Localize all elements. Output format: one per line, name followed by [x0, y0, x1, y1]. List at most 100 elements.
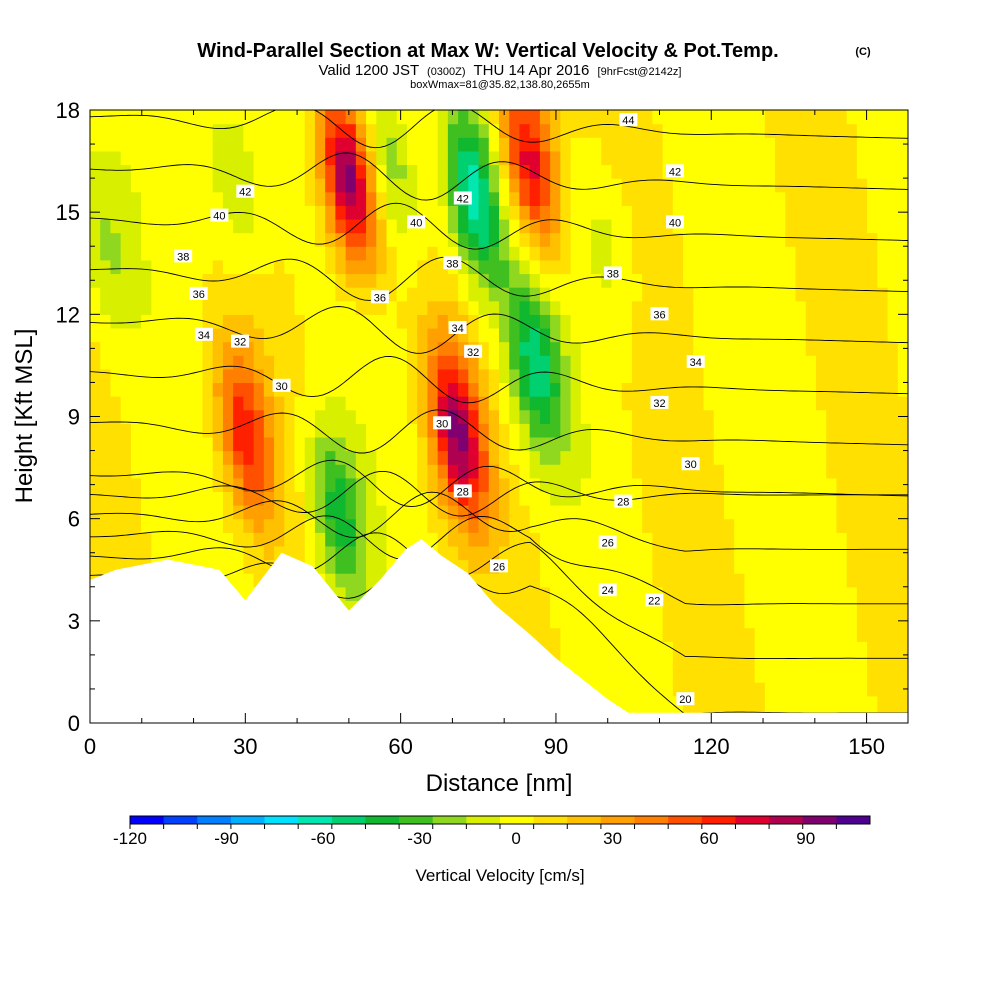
velocity-cell [110, 396, 122, 411]
velocity-cell [529, 232, 541, 247]
velocity-cell [703, 191, 715, 206]
velocity-cell [805, 368, 817, 384]
velocity-cell [539, 259, 551, 275]
velocity-cell [345, 586, 357, 601]
velocity-cell [468, 218, 480, 234]
velocity-cell [519, 545, 531, 561]
velocity-cell [366, 314, 377, 329]
velocity-cell [631, 137, 643, 152]
velocity-cell [877, 654, 889, 670]
velocity-cell [141, 246, 152, 261]
velocity-cell [284, 545, 296, 561]
velocity-cell [836, 123, 848, 138]
velocity-cell [846, 314, 858, 329]
velocity-cell [243, 314, 255, 329]
velocity-cell [642, 382, 653, 397]
velocity-cell [478, 559, 490, 574]
velocity-cell [897, 491, 908, 506]
velocity-cell [417, 436, 429, 452]
contour-label-bg [645, 593, 664, 607]
velocity-cell [897, 545, 908, 561]
velocity-cell [519, 532, 531, 547]
velocity-cell [764, 695, 776, 710]
velocity-cell [120, 382, 132, 397]
velocity-cell [171, 287, 183, 302]
velocity-cell [642, 614, 653, 629]
velocity-cell [110, 218, 122, 234]
velocity-cell [100, 423, 112, 438]
velocity-cell [683, 505, 694, 520]
velocity-cell [867, 668, 878, 683]
velocity-cell [335, 450, 347, 465]
velocity-cell [386, 205, 398, 220]
velocity-cell [171, 259, 183, 275]
velocity-cell [458, 423, 469, 438]
velocity-cell [601, 300, 613, 315]
velocity-cell [785, 614, 797, 629]
velocity-cell [274, 436, 285, 452]
velocity-cell [744, 491, 756, 506]
velocity-cell [100, 450, 112, 465]
velocity-cell [294, 491, 306, 506]
velocity-cell [836, 150, 848, 166]
velocity-cell [734, 627, 746, 642]
velocity-cell [386, 300, 398, 315]
velocity-cell [631, 627, 643, 642]
velocity-cell [601, 137, 613, 152]
velocity-cell [192, 368, 204, 384]
velocity-cell [171, 464, 183, 479]
velocity-cell [284, 368, 296, 384]
velocity-cell [662, 559, 674, 574]
velocity-cell [120, 505, 132, 520]
velocity-cell [795, 273, 807, 288]
x-tick-label: 60 [388, 734, 412, 759]
velocity-cell [713, 436, 725, 452]
velocity-cell [243, 341, 255, 356]
velocity-cell [785, 355, 797, 370]
colorbar-tick-label: -90 [214, 829, 239, 848]
velocity-cell [253, 409, 265, 424]
velocity-cell [836, 368, 848, 384]
velocity-cell [662, 259, 674, 275]
velocity-cell [754, 355, 766, 370]
velocity-cell [815, 396, 827, 411]
velocity-cell [897, 246, 908, 261]
velocity-cell [734, 287, 746, 302]
velocity-cell [775, 110, 786, 125]
velocity-cell [642, 150, 653, 166]
velocity-cell [161, 532, 173, 547]
velocity-cell [478, 532, 490, 547]
velocity-cell [580, 382, 592, 397]
velocity-cell [243, 259, 255, 275]
velocity-cell [304, 518, 316, 533]
velocity-cell [754, 477, 766, 493]
velocity-cell [325, 559, 336, 574]
velocity-cell [499, 382, 510, 397]
velocity-cell [376, 368, 388, 384]
velocity-cell [683, 436, 694, 452]
velocity-cell [345, 259, 357, 275]
velocity-cell [304, 246, 316, 261]
velocity-cell [601, 477, 613, 493]
velocity-cell [355, 409, 367, 424]
velocity-cell [519, 382, 531, 397]
velocity-cell [887, 505, 899, 520]
velocity-cell [233, 259, 244, 275]
velocity-cell [468, 327, 480, 343]
velocity-cell [141, 436, 152, 452]
velocity-cell [815, 409, 827, 424]
velocity-cell [785, 178, 797, 193]
velocity-cell [754, 695, 766, 710]
velocity-cell [396, 423, 408, 438]
velocity-cell [611, 559, 623, 574]
contour-label-bg [407, 215, 426, 229]
contour-label-bg [272, 378, 291, 392]
velocity-cell [325, 341, 336, 356]
velocity-cell [703, 695, 715, 710]
velocity-cell [795, 450, 807, 465]
velocity-cell [734, 545, 746, 561]
velocity-cell [314, 314, 326, 329]
velocity-cell [386, 464, 398, 479]
velocity-cell [90, 259, 101, 275]
velocity-cell [406, 355, 418, 370]
